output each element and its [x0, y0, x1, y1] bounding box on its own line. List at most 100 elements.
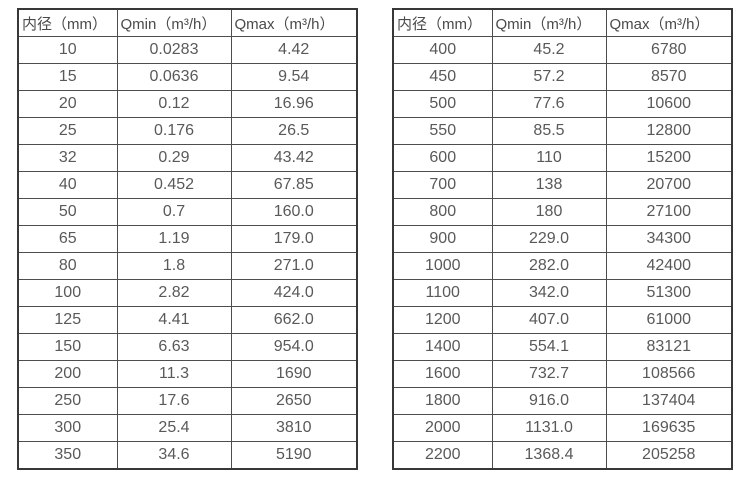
cell-qmax: 1690: [230, 360, 358, 388]
table-row: 600 110 15200: [392, 144, 733, 172]
table-row: 25 0.176 26.5: [17, 117, 358, 145]
table-row: 800 180 27100: [392, 198, 733, 226]
cell-qmin: 282.0: [491, 252, 607, 280]
table-row: 250 17.6 2650: [17, 387, 358, 415]
table-row: 1200 407.0 61000: [392, 306, 733, 334]
table-row: 500 77.6 10600: [392, 90, 733, 118]
cell-qmax: 662.0: [230, 306, 358, 334]
cell-qmax: 271.0: [230, 252, 358, 280]
table-row: 125 4.41 662.0: [17, 306, 358, 334]
col-header-qmax: Qmax（m³/h）: [230, 8, 358, 37]
cell-diameter: 700: [392, 171, 493, 199]
cell-qmax: 3810: [230, 414, 358, 442]
table-row: 15 0.0636 9.54: [17, 63, 358, 91]
table-row: 450 57.2 8570: [392, 63, 733, 91]
cell-qmin: 138: [491, 171, 607, 199]
col-header-qmin: Qmin（m³/h）: [491, 8, 607, 37]
cell-qmax: 42400: [605, 252, 733, 280]
table-row: 550 85.5 12800: [392, 117, 733, 145]
table-body: 400 45.2 6780 450 57.2 8570 500 77.6 10600 550 85.…: [392, 36, 733, 470]
col-header-diameter: 内径（mm）: [17, 8, 118, 37]
cell-qmax: 51300: [605, 279, 733, 307]
table-row: 1400 554.1 83121: [392, 333, 733, 361]
table-row: 10 0.0283 4.42: [17, 36, 358, 64]
cell-qmax: 6780: [605, 36, 733, 64]
cell-diameter: 450: [392, 63, 493, 91]
cell-qmax: 205258: [605, 441, 733, 470]
col-header-qmin: Qmin（m³/h）: [116, 8, 232, 37]
cell-diameter: 1400: [392, 333, 493, 361]
cell-qmax: 137404: [605, 387, 733, 415]
cell-diameter: 500: [392, 90, 493, 118]
cell-qmin: 180: [491, 198, 607, 226]
cell-qmin: 1.8: [116, 252, 232, 280]
table-row: 1000 282.0 42400: [392, 252, 733, 280]
table-row: 900 229.0 34300: [392, 225, 733, 253]
cell-qmax: 424.0: [230, 279, 358, 307]
cell-qmin: 0.176: [116, 117, 232, 145]
cell-qmin: 57.2: [491, 63, 607, 91]
table-row: 1100 342.0 51300: [392, 279, 733, 307]
cell-qmin: 0.0283: [116, 36, 232, 64]
cell-diameter: 1800: [392, 387, 493, 415]
cell-qmax: 160.0: [230, 198, 358, 226]
table-row: 50 0.7 160.0: [17, 198, 358, 226]
cell-diameter: 20: [17, 90, 118, 118]
table-row: 300 25.4 3810: [17, 414, 358, 442]
cell-qmin: 34.6: [116, 441, 232, 470]
cell-qmax: 83121: [605, 333, 733, 361]
cell-qmax: 108566: [605, 360, 733, 388]
table-header-row: 内径（mm） Qmin（m³/h） Qmax（m³/h）: [392, 8, 733, 37]
cell-diameter: 1600: [392, 360, 493, 388]
col-header-qmax: Qmax（m³/h）: [605, 8, 733, 37]
table-row: 20 0.12 16.96: [17, 90, 358, 118]
cell-diameter: 200: [17, 360, 118, 388]
cell-qmax: 179.0: [230, 225, 358, 253]
cell-qmin: 85.5: [491, 117, 607, 145]
cell-qmax: 27100: [605, 198, 733, 226]
cell-qmax: 15200: [605, 144, 733, 172]
table-row: 350 34.6 5190: [17, 441, 358, 470]
cell-diameter: 400: [392, 36, 493, 64]
cell-diameter: 600: [392, 144, 493, 172]
cell-qmin: 0.29: [116, 144, 232, 172]
cell-qmin: 11.3: [116, 360, 232, 388]
cell-diameter: 15: [17, 63, 118, 91]
cell-qmax: 34300: [605, 225, 733, 253]
cell-qmax: 10600: [605, 90, 733, 118]
cell-qmin: 17.6: [116, 387, 232, 415]
cell-diameter: 80: [17, 252, 118, 280]
cell-diameter: 250: [17, 387, 118, 415]
cell-qmax: 169635: [605, 414, 733, 442]
cell-qmin: 0.452: [116, 171, 232, 199]
table-row: 400 45.2 6780: [392, 36, 733, 64]
cell-diameter: 2200: [392, 441, 493, 470]
cell-diameter: 1200: [392, 306, 493, 334]
table-row: 2000 1131.0 169635: [392, 414, 733, 442]
cell-qmin: 916.0: [491, 387, 607, 415]
table-row: 100 2.82 424.0: [17, 279, 358, 307]
cell-diameter: 100: [17, 279, 118, 307]
table-row: 1800 916.0 137404: [392, 387, 733, 415]
table-row: 65 1.19 179.0: [17, 225, 358, 253]
cell-qmin: 342.0: [491, 279, 607, 307]
cell-qmin: 2.82: [116, 279, 232, 307]
table-body: 10 0.0283 4.42 15 0.0636 9.54 20 0.12 16.96 25 0.1…: [17, 36, 358, 470]
cell-qmax: 2650: [230, 387, 358, 415]
cell-qmin: 45.2: [491, 36, 607, 64]
cell-qmax: 5190: [230, 441, 358, 470]
flow-table-small-diameters: 内径（mm） Qmin（m³/h） Qmax（m³/h） 10 0.0283 4.4…: [17, 8, 358, 470]
cell-qmin: 1368.4: [491, 441, 607, 470]
cell-qmin: 0.0636: [116, 63, 232, 91]
table-row: 32 0.29 43.42: [17, 144, 358, 172]
cell-qmin: 1.19: [116, 225, 232, 253]
cell-diameter: 125: [17, 306, 118, 334]
cell-qmin: 732.7: [491, 360, 607, 388]
cell-qmax: 4.42: [230, 36, 358, 64]
cell-qmax: 61000: [605, 306, 733, 334]
cell-diameter: 65: [17, 225, 118, 253]
cell-diameter: 32: [17, 144, 118, 172]
table-row: 2200 1368.4 205258: [392, 441, 733, 470]
cell-qmin: 25.4: [116, 414, 232, 442]
